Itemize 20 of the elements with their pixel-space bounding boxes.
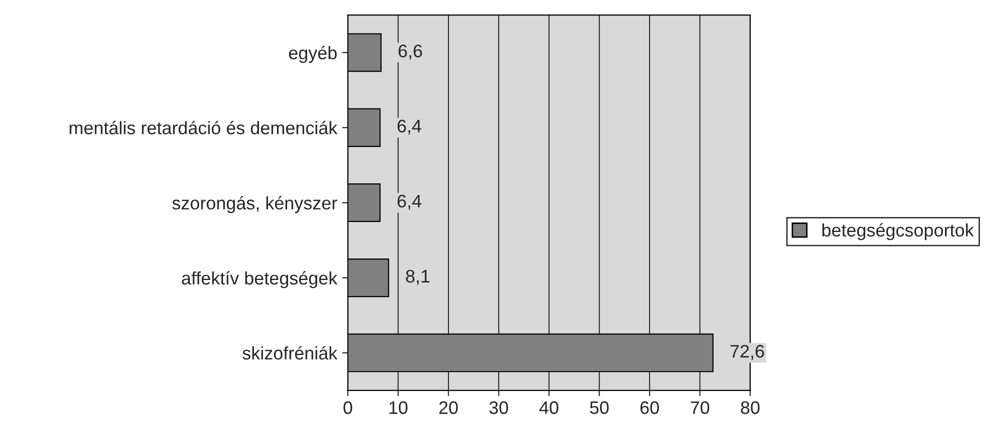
y-tick-label: affektív betegségek xyxy=(182,271,338,288)
data-label: 6,4 xyxy=(398,194,422,210)
x-tick-label: 70 xyxy=(690,401,710,414)
y-tick-label: mentális retardáció és demenciák xyxy=(70,120,338,134)
y-tick-label: egyéb xyxy=(289,46,337,63)
y-tick-label: szorongás, kényszer xyxy=(172,196,338,214)
x-tick-label: 0 xyxy=(344,401,352,414)
x-tick-label: 10 xyxy=(389,401,408,414)
x-tick-label: 60 xyxy=(640,401,659,414)
y-tick-label: skizofréniák xyxy=(242,346,338,360)
x-tick-label: 40 xyxy=(539,401,558,414)
data-label: 8,1 xyxy=(406,270,430,285)
x-tick-label: 20 xyxy=(439,401,458,414)
x-tick-label: 80 xyxy=(740,401,760,414)
x-tick-label: 30 xyxy=(489,401,508,414)
data-label: 6,4 xyxy=(398,120,422,135)
data-label: 6,6 xyxy=(398,44,422,60)
x-tick-label: 50 xyxy=(590,401,609,414)
legend-label: betegségcsoportok xyxy=(822,223,974,240)
data-label: 72,6 xyxy=(730,344,764,360)
